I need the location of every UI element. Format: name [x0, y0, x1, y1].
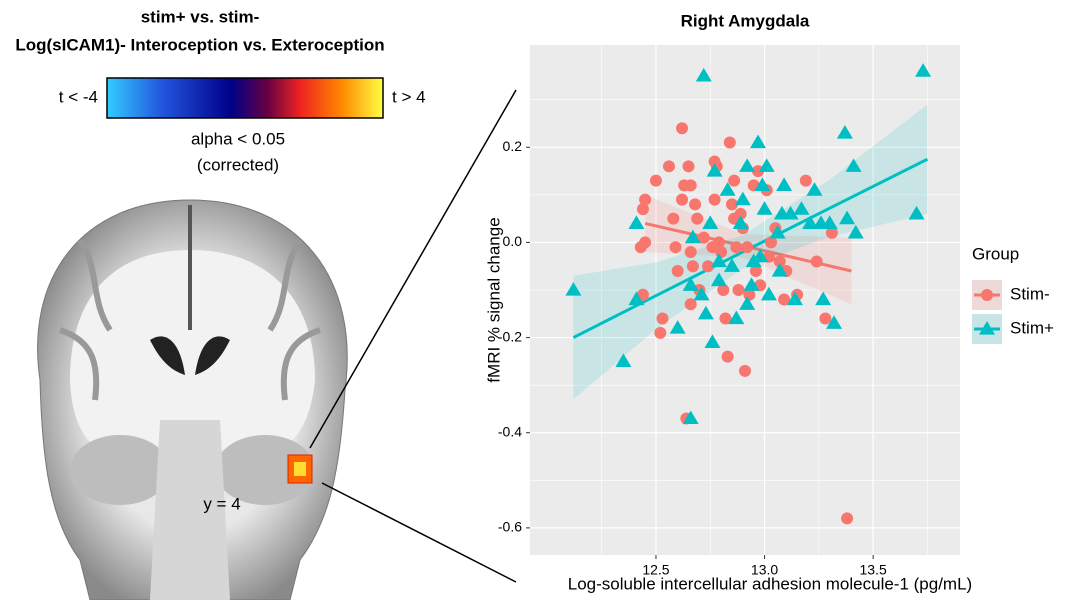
point: [800, 175, 812, 187]
point: [689, 198, 701, 210]
point: [715, 246, 727, 258]
point: [670, 241, 682, 253]
slice-label: y = 4: [203, 494, 240, 513]
point: [654, 327, 666, 339]
legend-marker: [981, 289, 993, 301]
point: [687, 260, 699, 272]
point: [691, 213, 703, 225]
point: [667, 213, 679, 225]
point: [732, 284, 744, 296]
x-tick-label: 13.5: [860, 562, 887, 578]
colorbar: [107, 78, 383, 118]
y-tick-label: 0.2: [503, 138, 523, 154]
x-tick-label: 13.0: [751, 562, 778, 578]
y-tick-label: -0.2: [498, 328, 522, 344]
brain-panel: stim+ vs. stim- Log(sICAM1)- Interocepti…: [15, 7, 516, 600]
point: [663, 160, 675, 172]
threshold: (corrected): [197, 155, 279, 174]
point: [730, 241, 742, 253]
panel-title: stim+ vs. stim-: [141, 7, 260, 26]
connector: [322, 483, 516, 582]
colorbar-low: t < -4: [59, 87, 98, 106]
point: [656, 313, 668, 325]
x-tick-label: 12.5: [642, 562, 669, 578]
point: [811, 255, 823, 267]
threshold: alpha < 0.05: [191, 129, 285, 148]
point: [676, 122, 688, 134]
point: [739, 365, 751, 377]
point: [728, 175, 740, 187]
point: [683, 160, 695, 172]
point: [722, 351, 734, 363]
colorbar-high: t > 4: [392, 87, 426, 106]
point: [672, 265, 684, 277]
point: [741, 241, 753, 253]
point: [685, 246, 697, 258]
panel-title: Log(sICAM1)- Interoception vs. Exterocep…: [15, 35, 384, 54]
point: [685, 179, 697, 191]
y-tick-label: -0.6: [498, 519, 522, 535]
point: [841, 512, 853, 524]
point: [639, 194, 651, 206]
point: [709, 194, 721, 206]
chart-title: Right Amygdala: [681, 11, 810, 30]
legend-title: Group: [972, 244, 1019, 263]
point: [676, 194, 688, 206]
y-tick-label: -0.4: [498, 423, 522, 439]
point: [819, 313, 831, 325]
y-tick-label: 0.0: [503, 233, 523, 249]
y-axis-label: fMRI % signal change: [484, 217, 503, 382]
legend-label[interactable]: Stim-: [1010, 284, 1050, 303]
brain-slice: [38, 200, 348, 600]
figure: stim+ vs. stim- Log(sICAM1)- Interocepti…: [0, 0, 1073, 600]
legend-label[interactable]: Stim+: [1010, 318, 1054, 337]
point: [635, 241, 647, 253]
point: [724, 137, 736, 149]
point: [650, 175, 662, 187]
